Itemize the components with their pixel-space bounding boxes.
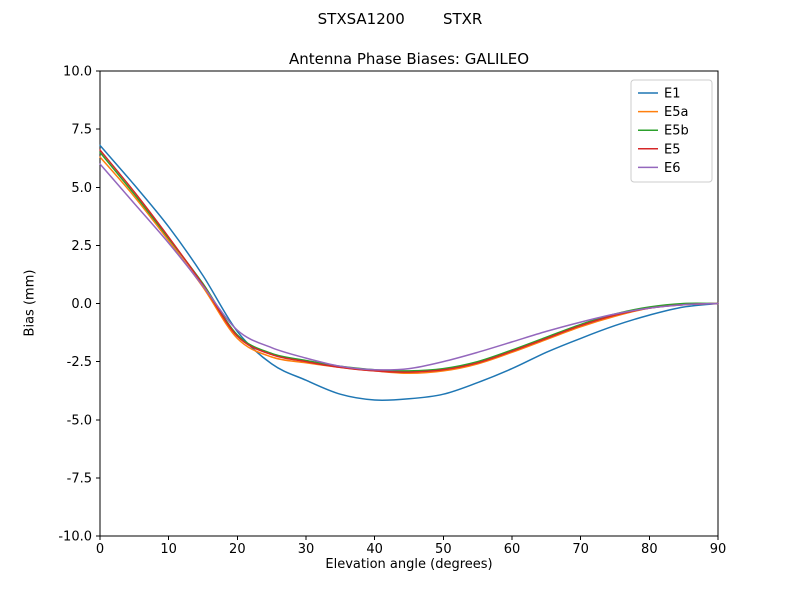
x-tick-label: 10 xyxy=(160,542,177,557)
axes-frame xyxy=(99,70,719,537)
x-tick-label: 90 xyxy=(710,542,727,557)
series-line-E5b xyxy=(99,151,719,372)
legend-label-E1: E1 xyxy=(664,87,681,102)
x-tick-label: 0 xyxy=(96,542,104,557)
y-tick-label: 10.0 xyxy=(63,65,92,80)
figure-suptitle: STXSA1200 STXR xyxy=(317,10,483,28)
y-tick-label: 2.5 xyxy=(71,239,92,254)
legend: E1 E5a E5b E5 E6 xyxy=(630,79,713,183)
y-tick-label: 5.0 xyxy=(71,181,92,196)
y-tick-label: -5.0 xyxy=(67,413,92,428)
x-tick-label: 40 xyxy=(366,542,383,557)
legend-box xyxy=(630,79,713,183)
x-axis-label: Elevation angle (degrees) xyxy=(325,557,493,572)
legend-label-E6: E6 xyxy=(664,161,681,176)
series-line-E6 xyxy=(99,163,719,371)
y-tick-label: -10.0 xyxy=(58,530,92,545)
legend-label-E5b: E5b xyxy=(664,124,689,139)
x-tick-label: 50 xyxy=(435,542,452,557)
y-tick-label: -7.5 xyxy=(67,471,92,486)
legend-label-E5: E5 xyxy=(664,142,681,157)
x-tick-label: 30 xyxy=(298,542,315,557)
y-tick-label: 7.5 xyxy=(71,123,92,138)
x-tick-label: 80 xyxy=(641,542,658,557)
y-tick-label: -2.5 xyxy=(67,355,92,370)
series-line-E1 xyxy=(99,144,719,402)
series-line-E5a xyxy=(99,156,719,375)
x-tick-label: 60 xyxy=(504,542,521,557)
chart-title: Antenna Phase Biases: GALILEO xyxy=(288,50,530,68)
y-tick-label: 0.0 xyxy=(71,297,92,312)
legend-label-E5a: E5a xyxy=(664,105,688,120)
x-tick-label: 70 xyxy=(572,542,589,557)
x-tick-label: 20 xyxy=(229,542,246,557)
